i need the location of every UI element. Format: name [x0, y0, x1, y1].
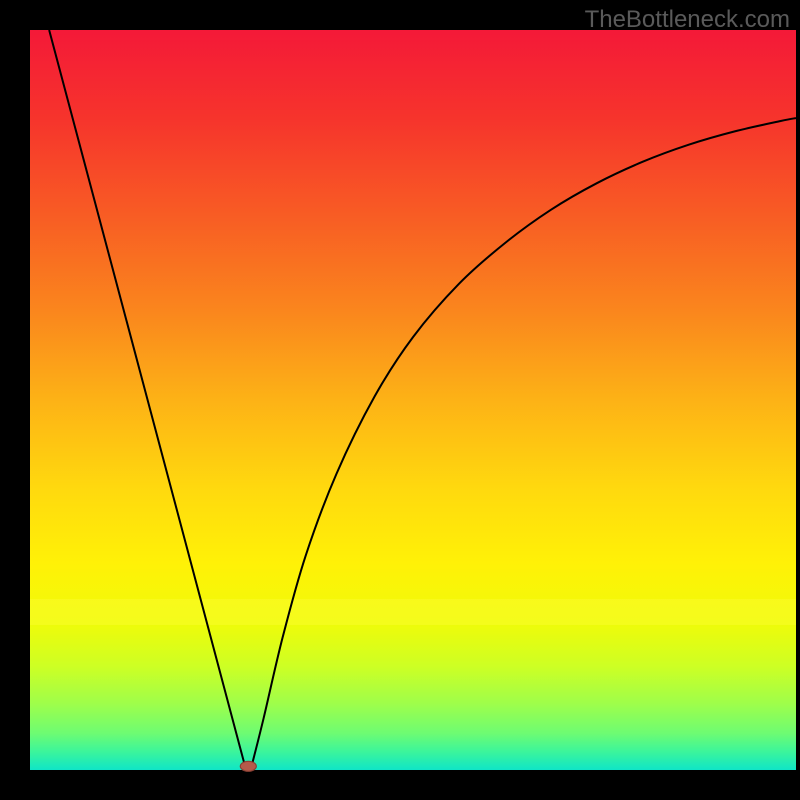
- watermark-text: TheBottleneck.com: [585, 6, 790, 34]
- chart-container: { "watermark": { "text": "TheBottleneck.…: [0, 0, 800, 800]
- minimum-marker: [240, 761, 256, 771]
- bottleneck-chart: [0, 0, 800, 800]
- highlight-band: [30, 599, 796, 625]
- plot-background: [30, 30, 796, 770]
